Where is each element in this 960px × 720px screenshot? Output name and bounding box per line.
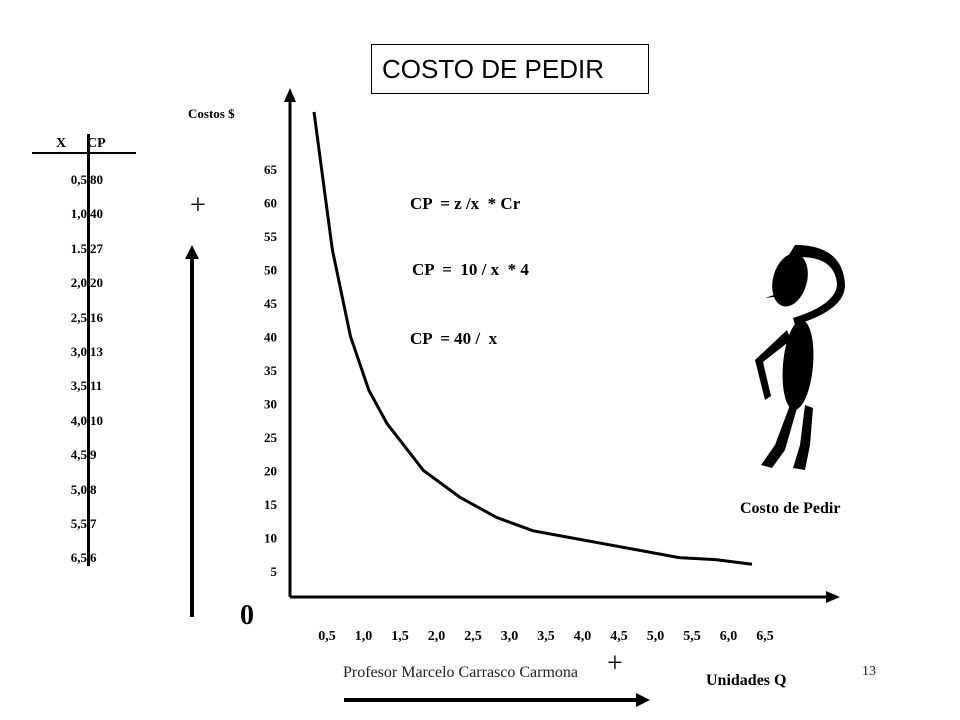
table-cell-cp: 20 [90,275,103,291]
x-tick-label: 4,0 [574,629,592,644]
thinking-figure-illustration [755,245,845,470]
origin-label: 0 [240,600,254,631]
table-cell-x: 4,5 [70,447,87,463]
table-header-rule [32,152,136,154]
table-cell-cp: 16 [90,309,103,325]
x-axis-arrowhead [826,591,840,603]
footer-author: Profesor Marcelo Carrasco Carmona [343,664,579,681]
table-cell-cp: 6 [90,550,97,566]
y-tick-label: 10 [264,531,277,546]
x-tick-label: 3,0 [501,629,519,644]
data-table: X CP 0,5 80 1,0 40 1.5 27 2,0 20 2,5 16 3,0 13 3,5 11… [30,134,140,574]
table-column-rule [87,134,90,566]
y-tick-label: 55 [264,229,278,244]
table-header-cp: CP [87,136,106,151]
x-tick-label: 6,5 [756,629,774,644]
x-tick-label: 1,0 [355,629,373,644]
table-cell-x: 4,0 [70,412,87,428]
x-tick-label: 5,0 [647,629,665,644]
y-tick-label: 45 [264,296,278,311]
table-cell-x: 3,0 [70,344,87,359]
x-tick-label: 1,5 [391,629,409,644]
table-cell-x: 1,0 [70,206,87,222]
x-tick-label: 5,5 [683,629,701,644]
formula-substituted: CP = 10 / x * 4 [412,260,529,279]
table-cell-x: 3,5 [70,378,87,394]
table-cell-x: 0,5 [70,172,87,187]
table-cell-x: 5,5 [70,516,87,531]
x-axis-label: Unidades Q [706,672,787,689]
y-tick-label: 5 [271,564,278,579]
table-cell-cp: 40 [90,206,103,222]
y-axis-arrowhead [284,88,296,102]
table-cell-cp: 80 [90,172,103,187]
formula-simplified: CP = 40 / x [410,329,498,348]
x-tick-label: 0,5 [318,629,336,644]
table-cell-cp: 13 [90,344,103,359]
table-cell-x: 2,0 [70,275,87,291]
figure-caption: Costo de Pedir [740,500,841,517]
slide-title: COSTO DE PEDIR [371,44,649,94]
y-tick-label: 65 [264,162,278,177]
x-tick-label: 3,5 [537,629,555,644]
table-cell-cp: 9 [90,447,97,463]
x-tick-label: 2,0 [428,629,446,644]
y-tick-label: 60 [264,196,277,211]
x-tick-label: 2,5 [464,629,482,644]
y-tick-label: 30 [264,397,277,412]
horizontal-arrow [344,693,650,707]
x-tick-label: 6,0 [720,629,738,644]
table-cell-cp: 27 [90,240,103,256]
plus-sign-bottom: + [607,648,623,679]
y-tick-label: 15 [264,497,278,512]
y-tick-label: 40 [264,330,277,345]
y-axis-label: Costos $ [188,106,235,121]
y-tick-label: 20 [264,464,277,479]
table-header-x: X [56,136,67,151]
cost-curve-line [312,111,753,566]
table-cell-cp: 11 [90,378,103,394]
vertical-arrow [185,245,199,617]
formula-general: CP = z /x * Cr [410,194,521,213]
y-tick-label: 35 [264,363,278,378]
x-tick-label: 4,5 [610,629,628,644]
table-cell-x: 1.5 [70,240,87,256]
table-cell-cp: 8 [90,481,97,497]
plus-sign-left: + [190,190,206,221]
table-cell-cp: 7 [90,516,97,531]
page-number: 13 [862,664,876,679]
y-tick-label: 25 [264,430,278,445]
table-cell-x: 5,0 [70,481,87,497]
table-cell-cp: 10 [90,412,103,428]
table-cell-x: 2,5 [70,309,87,325]
table-cell-x: 6,5 [70,550,87,566]
y-tick-label: 50 [264,263,277,278]
